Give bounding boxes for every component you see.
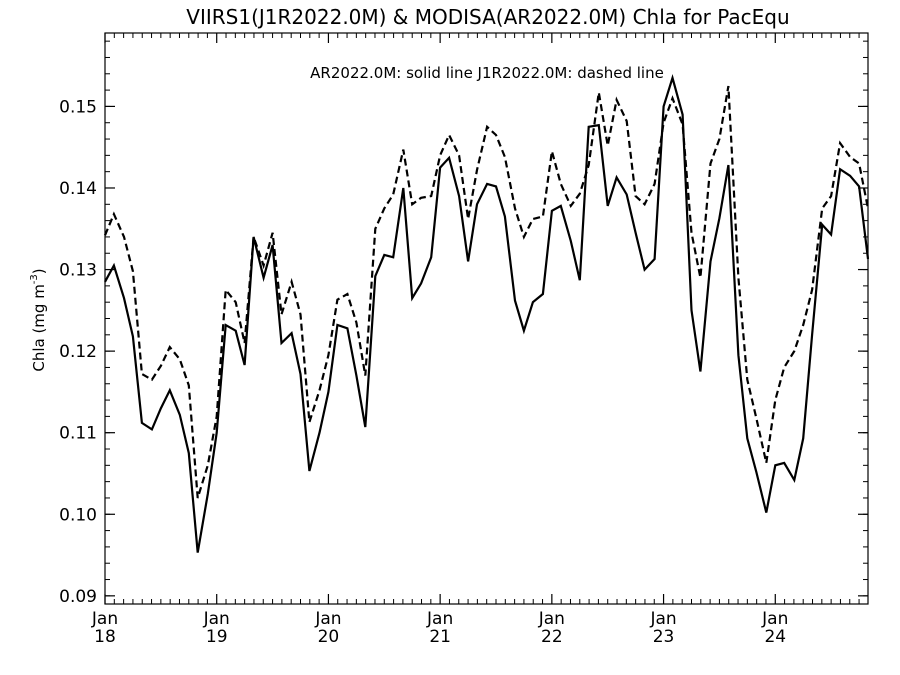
series-layer: [103, 73, 870, 553]
x-tick-label-month: Jan: [761, 609, 788, 629]
x-tick-label-year: 21: [429, 627, 451, 647]
y-axis-label: Chla (mg m-3): [29, 268, 48, 371]
y-axis-label-sup: -3: [29, 274, 40, 284]
y-tick-label: 0.11: [59, 424, 97, 444]
x-tick-label-year: 20: [318, 627, 340, 647]
y-tick-label: 0.12: [59, 342, 97, 362]
x-tick-label-month: Jan: [426, 609, 453, 629]
plot-frame: [104, 32, 869, 605]
x-tick-label-year: 22: [541, 627, 563, 647]
x-tick-label-month: Jan: [314, 609, 341, 629]
x-tick-label-month: Jan: [649, 609, 676, 629]
y-tick-label: 0.14: [59, 179, 97, 199]
x-tick-label-month: Jan: [91, 609, 118, 629]
x-tick-label-year: 19: [206, 627, 228, 647]
x-tick-label-year: 23: [653, 627, 675, 647]
y-tick-label: 0.15: [59, 97, 97, 117]
x-tick-label-month: Jan: [203, 609, 230, 629]
y-axis-label-main: Chla (mg m: [30, 284, 48, 371]
series-line-j1r2022-0m: [103, 85, 870, 499]
y-tick-label: 0.09: [59, 587, 97, 607]
series-line-ar2022-0m: [104, 73, 870, 553]
x-tick-label-year: 18: [94, 627, 116, 647]
chart-title: VIIRS1(J1R2022.0M) & MODISA(AR2022.0M) C…: [186, 5, 789, 29]
x-tick-label-month: Jan: [538, 609, 565, 629]
y-tick-label: 0.13: [59, 261, 97, 281]
legend-annotation: AR2022.0M: solid line J1R2022.0M: dashed…: [310, 64, 664, 82]
y-tick-label: 0.10: [59, 505, 97, 525]
x-tick-label-year: 24: [764, 627, 786, 647]
axis-ticks: 0.090.100.110.120.130.140.15Jan18Jan19Ja…: [59, 33, 868, 647]
y-axis-label-close: ): [30, 268, 48, 274]
